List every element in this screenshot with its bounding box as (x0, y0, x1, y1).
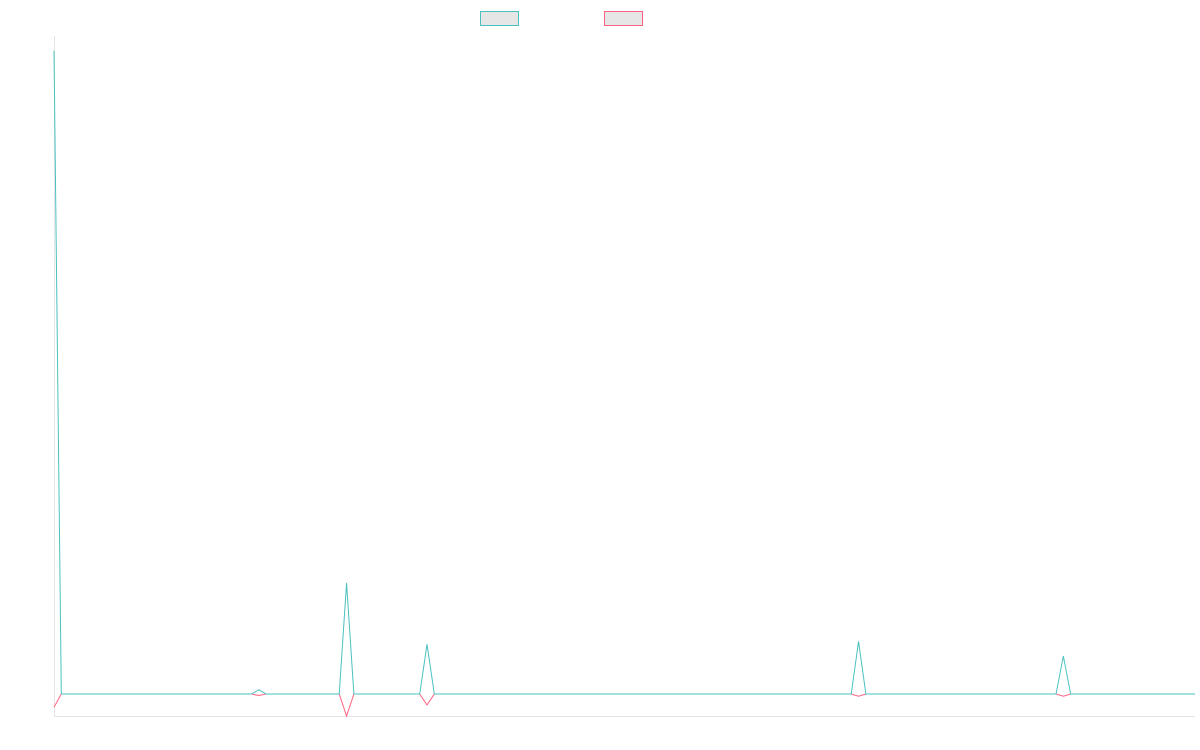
legend-swatch-series-2 (604, 10, 643, 26)
legend-item-series-1[interactable] (480, 9, 525, 27)
legend-item-series-2[interactable] (604, 9, 649, 27)
series-line-1 (53, 50, 1195, 695)
series-layer (53, 50, 1195, 718)
series-line-2 (53, 693, 1195, 718)
legend-swatch-series-1 (480, 10, 519, 26)
chart-legend (480, 9, 650, 27)
